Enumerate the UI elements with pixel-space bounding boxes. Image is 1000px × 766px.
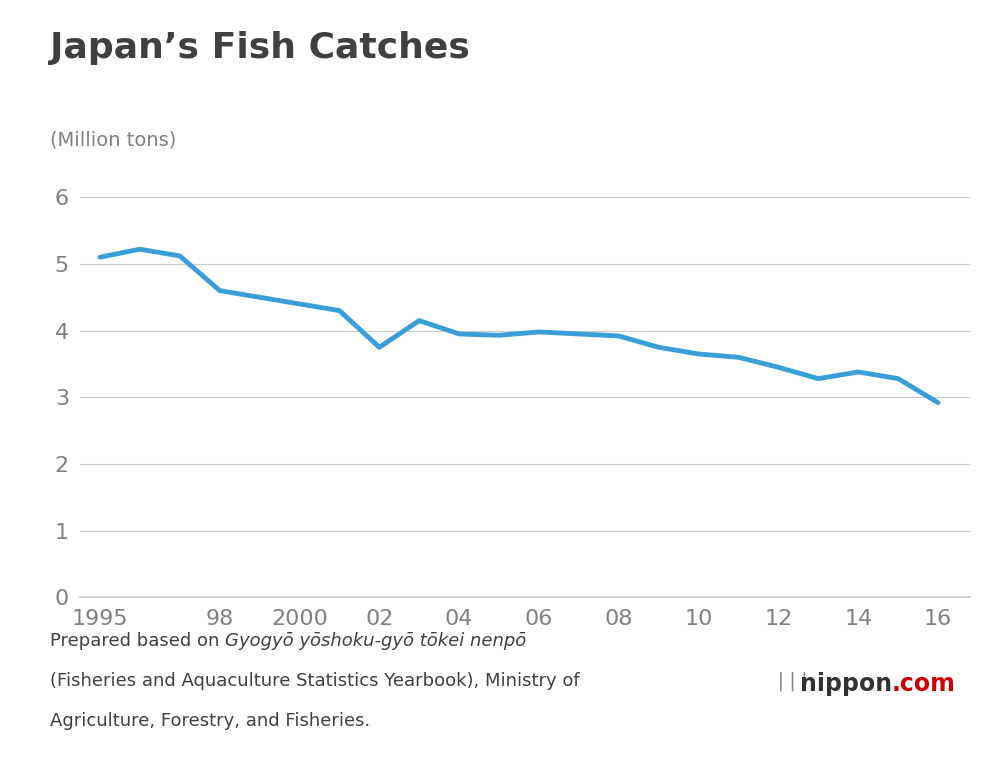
- Text: Prepared based on: Prepared based on: [50, 632, 225, 650]
- Text: Gyogyō yōshoku-gyō tōkei nenpō: Gyogyō yōshoku-gyō tōkei nenpō: [225, 632, 526, 650]
- Text: |||: |||: [775, 672, 810, 691]
- Text: .com: .com: [892, 672, 956, 696]
- Text: (Million tons): (Million tons): [50, 130, 176, 149]
- Text: nippon: nippon: [800, 672, 892, 696]
- Text: Japan’s Fish Catches: Japan’s Fish Catches: [50, 31, 470, 64]
- Text: (Fisheries and Aquaculture Statistics Yearbook), Ministry of: (Fisheries and Aquaculture Statistics Ye…: [50, 672, 580, 689]
- Text: Agriculture, Forestry, and Fisheries.: Agriculture, Forestry, and Fisheries.: [50, 712, 370, 729]
